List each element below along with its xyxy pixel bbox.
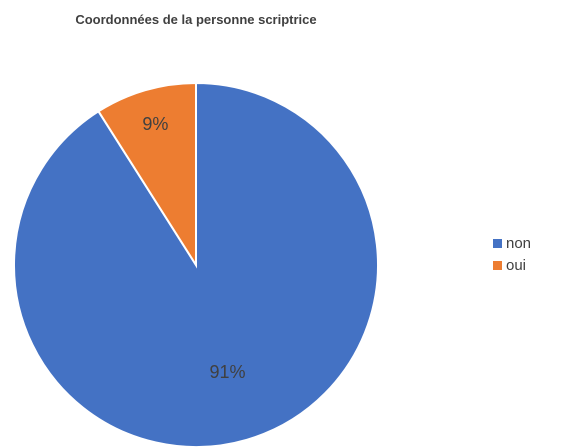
legend: non oui bbox=[493, 232, 531, 276]
legend-swatch-non bbox=[493, 238, 502, 248]
data-label-non: 91% bbox=[209, 362, 245, 382]
legend-item-non: non bbox=[493, 232, 531, 254]
legend-item-oui: oui bbox=[493, 254, 531, 276]
pie-slice-oui bbox=[97, 81, 197, 269]
legend-label-non: non bbox=[506, 234, 532, 252]
chart-title: Coordonnées de la personne scriptrice bbox=[75, 12, 317, 27]
data-label-oui: 9% bbox=[142, 114, 168, 134]
legend-swatch-oui bbox=[493, 260, 502, 270]
legend-label-oui: oui bbox=[506, 256, 527, 274]
